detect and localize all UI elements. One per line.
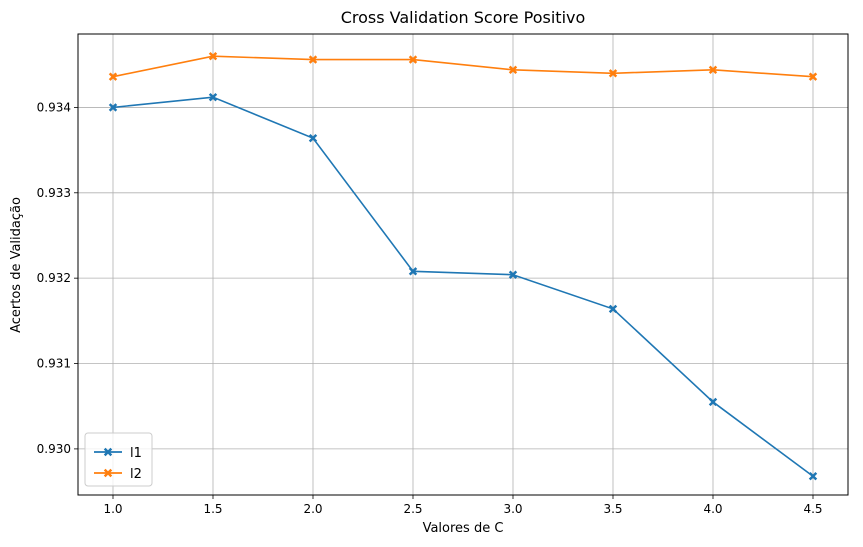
y-axis-label: Acertos de Validação xyxy=(9,197,24,333)
grid xyxy=(78,34,848,495)
data-point-l1 xyxy=(408,267,418,276)
data-point-l2 xyxy=(508,65,518,75)
data-point-l2 xyxy=(408,55,418,64)
data-point-l1 xyxy=(208,92,218,102)
data-point-l1 xyxy=(608,304,618,314)
x-tick-label: 1.5 xyxy=(203,502,222,516)
legend-label-l2: l2 xyxy=(130,467,142,482)
y-axis: 0.930 0.931 0.932 0.933 0.934 xyxy=(37,100,78,456)
x-axis: 1.0 1.5 2.0 2.5 3.0 3.5 4.0 4.5 xyxy=(103,495,823,516)
series-line-l2 xyxy=(112,55,814,78)
series-layer xyxy=(108,52,818,481)
x-tick-label: 3.5 xyxy=(603,502,622,516)
legend-marker-l2 xyxy=(103,468,113,478)
data-point-l1 xyxy=(108,103,118,112)
data-point-l2 xyxy=(808,72,818,81)
legend-marker-l1 xyxy=(103,447,113,457)
y-tick-label: 0.930 xyxy=(37,442,71,456)
series-line-l1 xyxy=(112,96,814,477)
data-point-l1 xyxy=(308,133,318,143)
x-axis-label: Valores de C xyxy=(423,521,504,536)
y-tick-label: 0.933 xyxy=(37,186,71,200)
data-point-l2 xyxy=(708,65,718,75)
x-tick-label: 4.0 xyxy=(703,502,722,516)
data-point-l2 xyxy=(608,69,618,78)
x-tick-label: 2.0 xyxy=(303,502,322,516)
y-tick-label: 0.934 xyxy=(37,100,71,114)
x-tick-label: 4.5 xyxy=(803,502,822,516)
y-tick-label: 0.932 xyxy=(37,271,71,285)
data-point-l2 xyxy=(208,52,218,61)
legend: l1 l2 xyxy=(84,432,153,487)
data-point-l2 xyxy=(108,72,118,81)
data-point-l2 xyxy=(308,55,318,64)
x-tick-label: 1.0 xyxy=(103,502,122,516)
data-point-l1 xyxy=(708,397,718,407)
data-point-l1 xyxy=(508,270,518,279)
legend-box xyxy=(84,432,153,487)
x-tick-label: 3.0 xyxy=(503,502,522,516)
chart-title: Cross Validation Score Positivo xyxy=(341,8,586,27)
legend-label-l1: l1 xyxy=(130,446,142,461)
data-point-l1 xyxy=(808,472,818,481)
plot-area xyxy=(77,33,849,496)
x-tick-label: 2.5 xyxy=(403,502,422,516)
y-tick-label: 0.931 xyxy=(37,357,71,371)
